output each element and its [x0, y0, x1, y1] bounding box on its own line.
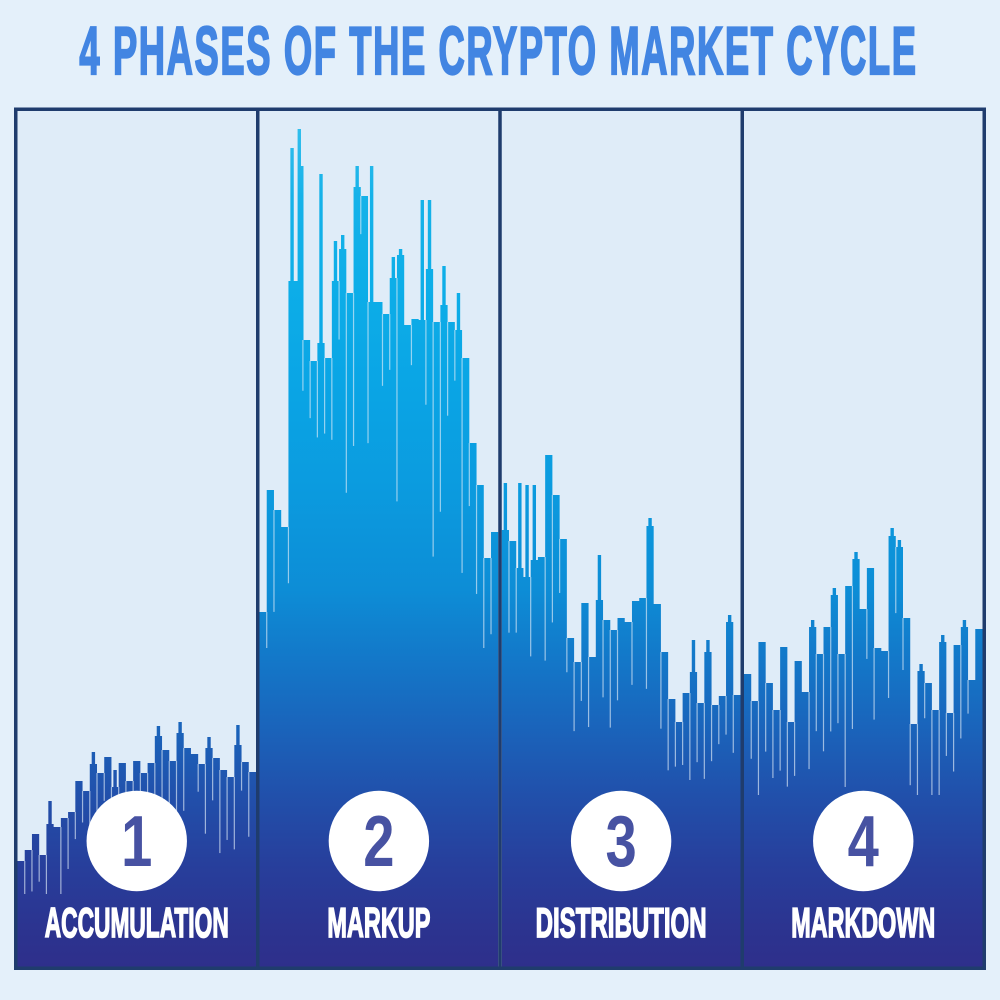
svg-text:3: 3 [606, 801, 637, 881]
svg-text:4 PHASES OF THE CRYPTO MARKET: 4 PHASES OF THE CRYPTO MARKET CYCLE [79, 13, 917, 89]
svg-text:2: 2 [363, 801, 394, 881]
svg-text:MARKDOWN: MARKDOWN [791, 900, 935, 947]
svg-text:DISTRIBUTION: DISTRIBUTION [536, 900, 707, 947]
svg-text:4: 4 [848, 801, 879, 881]
svg-text:MARKUP: MARKUP [327, 900, 430, 947]
svg-text:ACCUMULATION: ACCUMULATION [45, 900, 229, 947]
svg-text:1: 1 [121, 801, 152, 881]
